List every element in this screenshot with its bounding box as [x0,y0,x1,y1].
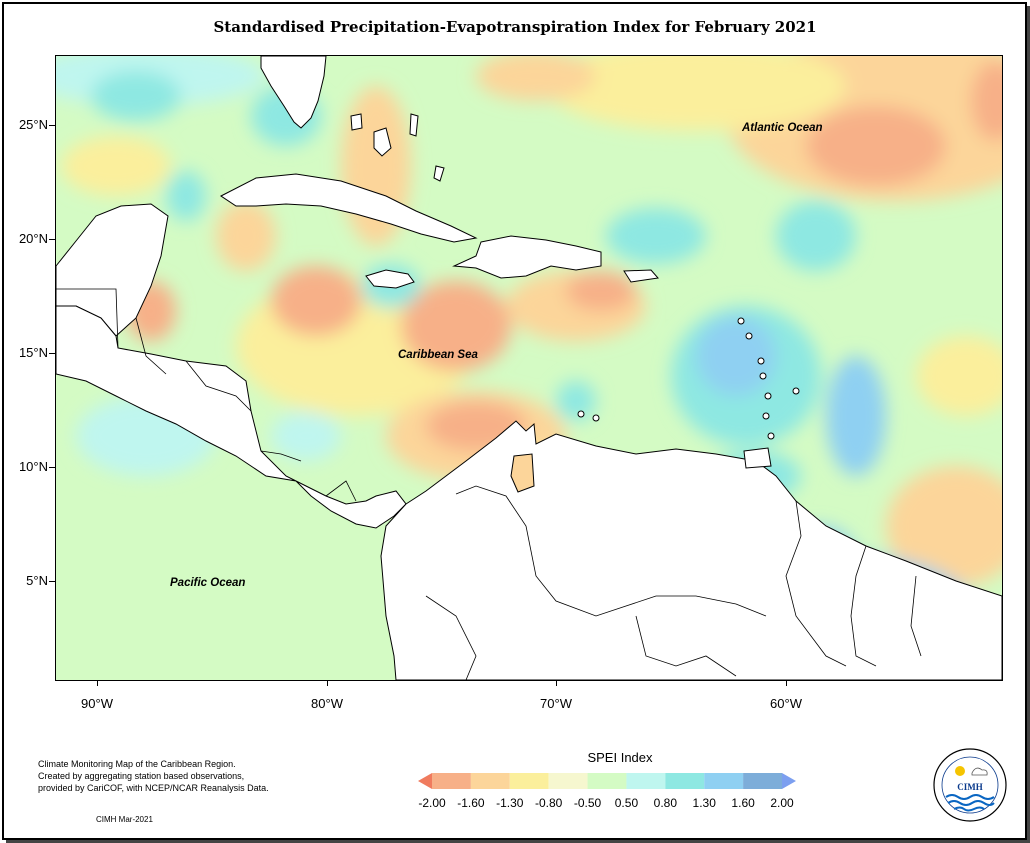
hispaniola [452,235,602,279]
bahamas-island [373,127,392,157]
legend-swatch [432,773,471,789]
abc-island [592,414,600,422]
cloud-icon [971,767,988,776]
lon-tick [556,680,557,686]
atlantic-ocean-label: Atlantic Ocean [741,122,823,134]
trinidad [743,447,772,469]
antilles-island [792,387,800,395]
legend-swatch [548,773,588,789]
puerto-rico [623,269,659,283]
map-canvas: Atlantic Ocean Caribbean Sea Pacific Oce… [56,56,1002,680]
land-masses [56,56,1002,680]
legend-break-label: 1.30 [692,796,716,810]
lon-label-60w: 60°W [770,696,802,711]
wave-icon [945,794,995,800]
florida [260,56,327,129]
antilles-island [745,332,753,340]
lon-label-80w: 80°W [311,696,343,711]
spei-map: Atlantic Ocean Caribbean Sea Pacific Oce… [55,55,1003,681]
wave-icon [947,800,995,806]
country-borders [56,288,922,680]
legend-swatch [743,773,782,789]
legend-break-label: 2.00 [770,796,794,810]
pacific-ocean-label: Pacific Ocean [170,577,245,589]
legend-swatch [626,773,666,789]
legend-break-label: 1.60 [731,796,755,810]
lat-label-25n: 25°N [18,117,48,132]
sun-icon [955,766,965,776]
lat-tick [49,353,55,354]
map-description: Climate Monitoring Map of the Caribbean … [38,758,298,794]
antilles-island [762,412,770,420]
note-line: Climate Monitoring Map of the Caribbean … [38,759,236,769]
antilles-island [767,432,775,440]
legend-break-label: 0.80 [653,796,678,810]
lon-tick [97,680,98,686]
legend-title: SPEI Index [587,750,653,765]
legend-break-label: -0.50 [573,796,602,810]
lat-label-15n: 15°N [18,345,48,360]
central-america [56,305,407,529]
note-line: Created by aggregating station based obs… [38,771,245,781]
lat-tick [49,467,55,468]
legend-swatch [665,773,705,789]
jamaica [365,269,415,289]
bahamas-island [433,165,445,182]
antilles-island [757,357,765,365]
lat-label-5n: 5°N [26,573,48,588]
lat-label-20n: 20°N [18,231,48,246]
legend-colorbar [418,773,796,789]
lon-label-90w: 90°W [81,696,113,711]
lat-tick [49,125,55,126]
map-title: Standardised Precipitation-Evapotranspir… [213,18,817,36]
bahamas-island [409,113,419,137]
legend-break-label: -1.30 [496,796,524,810]
legend-break-label: -2.00 [418,796,446,810]
lat-label-10n: 10°N [18,459,48,474]
legend-swatch [509,773,549,789]
legend-swatch [418,773,432,789]
lon-label-70w: 70°W [540,696,572,711]
lon-tick [786,680,787,686]
wave-icon [953,806,985,812]
legend-swatch [782,773,796,789]
cimh-logo: CIMH [933,748,1007,822]
cuba [220,173,478,243]
bahamas-island [350,113,363,131]
legend-break-label: 0.50 [614,796,639,810]
logo-text: CIMH [957,782,983,792]
antilles-island [759,372,767,380]
legend-break-label: -1.60 [457,796,485,810]
caribbean-sea-label: Caribbean Sea [398,349,478,361]
legend-swatch [470,773,510,789]
antilles-island [737,317,745,325]
legend-break-label: -0.80 [534,796,563,810]
legend-labels: -2.00 -1.60 -1.30 -0.80 -0.50 0.50 0.80 1.30 1.6… [418,796,794,810]
antilles-island [764,392,772,400]
legend-swatch [704,773,744,789]
lake-maracaibo [510,453,535,493]
note-line: provided by CariCOF, with NCEP/NCAR Rean… [38,783,269,793]
map-credit: CIMH Mar-2021 [96,815,153,824]
lat-tick [49,239,55,240]
lat-tick [49,581,55,582]
abc-island [577,410,585,418]
lon-tick [327,680,328,686]
legend-swatch [587,773,627,789]
